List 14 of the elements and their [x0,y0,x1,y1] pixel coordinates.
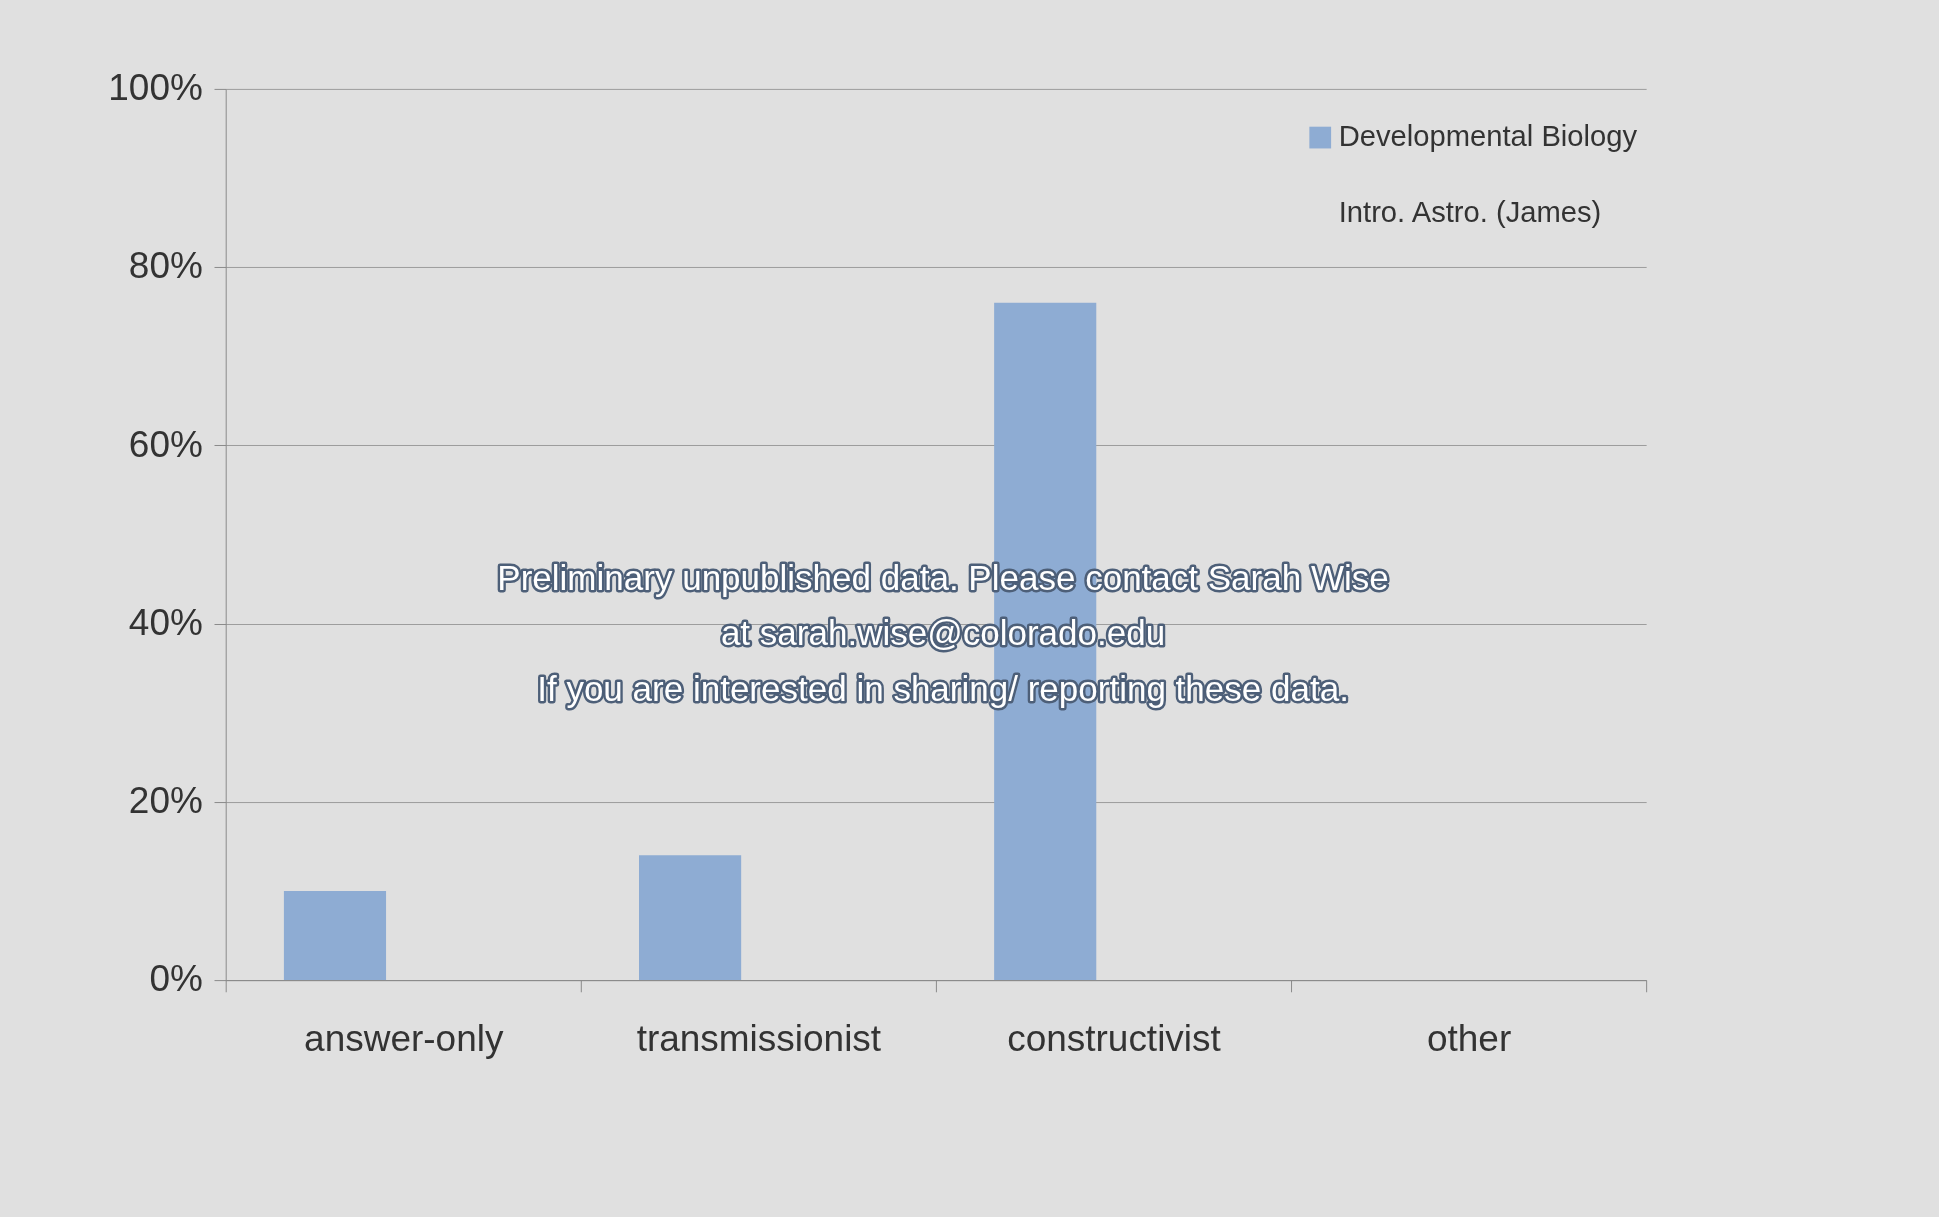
y-tick-label: 60% [128,423,203,465]
bar [283,890,387,981]
x-tick-label: transmissionist [636,1017,882,1059]
text: Intro. Astro. (James) [1338,196,1602,229]
y-tick-label: 40% [128,601,203,643]
y-tick-label: 0% [149,958,203,1000]
legend-label: Developmental Biology [1338,120,1638,153]
x-tick-label: answer-only [304,1017,504,1059]
bar [639,855,742,981]
y-tick-label: 100% [108,67,203,109]
x-tick-label: other [1426,1017,1512,1059]
y-tick-label: 80% [128,245,203,287]
x-tick-label: constructivist [1007,1017,1221,1059]
y-tick-label: 20% [128,780,203,822]
